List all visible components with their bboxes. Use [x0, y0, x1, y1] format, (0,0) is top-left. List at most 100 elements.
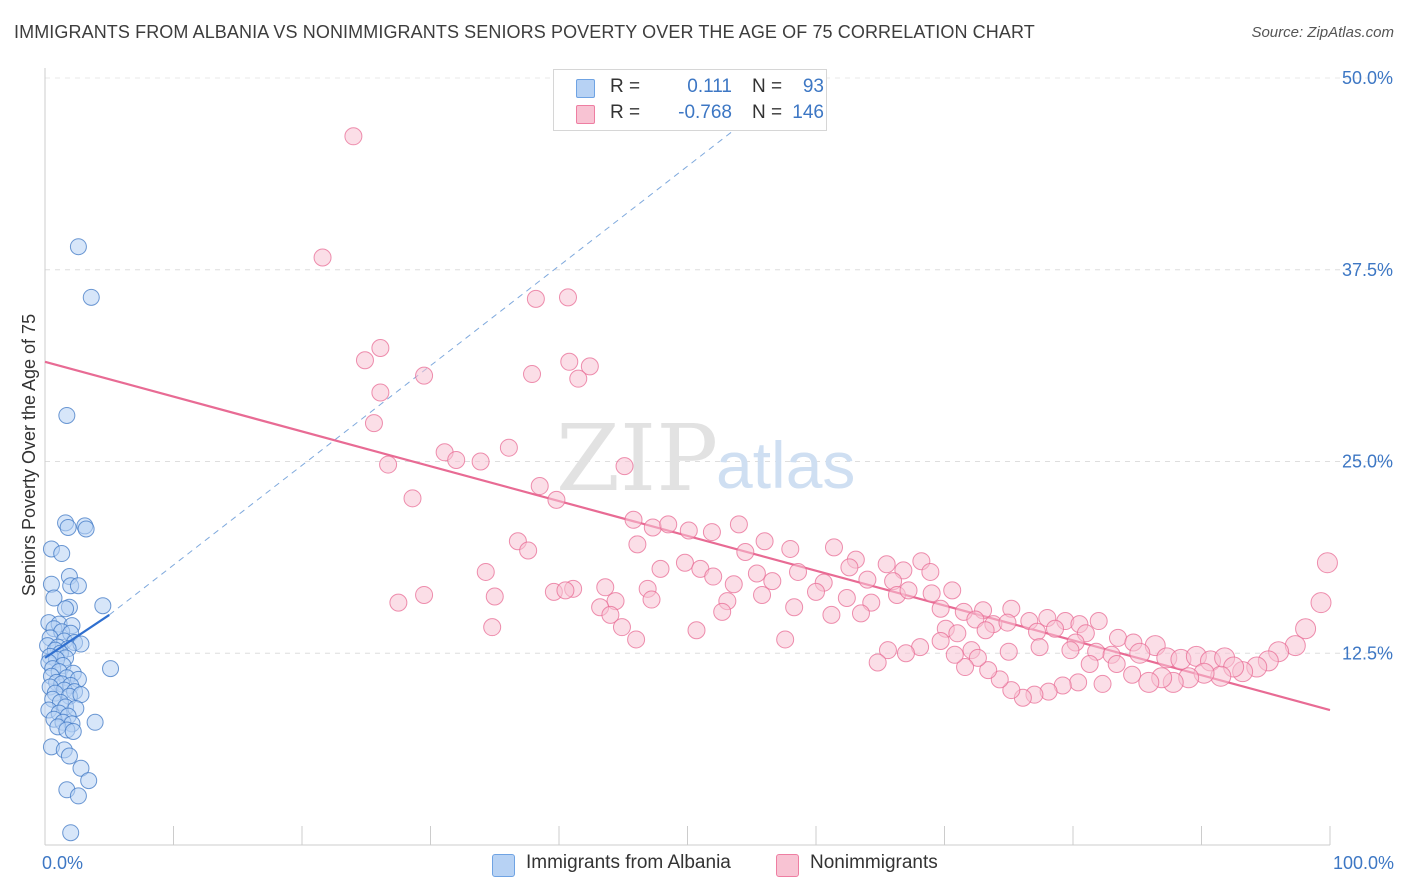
point-nonimmigrants: [642, 590, 661, 609]
point-nonimmigrants: [415, 366, 434, 385]
point-albania: [53, 545, 71, 563]
point-nonimmigrants: [736, 543, 755, 562]
point-nonimmigrants: [945, 645, 964, 664]
legend-swatch-albania: [576, 79, 595, 98]
point-nonimmigrants: [840, 558, 859, 577]
chart-title: IMMIGRANTS FROM ALBANIA VS NONIMMIGRANTS…: [14, 22, 1035, 42]
point-albania: [86, 713, 104, 731]
point-nonimmigrants: [1129, 642, 1151, 664]
point-albania: [69, 787, 87, 805]
point-nonimmigrants: [679, 521, 698, 540]
point-nonimmigrants: [763, 572, 782, 591]
point-nonimmigrants: [753, 585, 772, 604]
point-nonimmigrants: [943, 581, 962, 600]
grid-lines: [45, 77, 1395, 654]
point-nonimmigrants: [556, 581, 575, 600]
point-nonimmigrants: [1061, 641, 1080, 660]
y-tick-label: 50.0%: [1342, 68, 1393, 88]
point-albania: [94, 597, 112, 615]
point-nonimmigrants: [628, 535, 647, 554]
point-nonimmigrants: [612, 618, 631, 637]
source-label: Source: ZipAtlas.com: [1251, 24, 1394, 41]
point-nonimmigrants: [1316, 552, 1338, 574]
bottom-legend-label-nonimmigrants: Nonimmigrants: [810, 852, 938, 873]
point-nonimmigrants: [704, 567, 723, 586]
point-nonimmigrants: [569, 369, 588, 388]
y-axis-label: Seniors Poverty Over the Age of 75: [19, 314, 39, 596]
point-nonimmigrants: [702, 523, 721, 542]
point-nonimmigrants: [729, 515, 748, 534]
point-nonimmigrants: [313, 248, 332, 267]
point-nonimmigrants: [596, 578, 615, 597]
point-nonimmigrants: [1108, 628, 1127, 647]
point-nonimmigrants: [344, 127, 363, 146]
trend-line-albania-extension: [108, 115, 753, 616]
point-nonimmigrants: [896, 644, 915, 663]
point-nonimmigrants: [1310, 592, 1332, 614]
point-nonimmigrants: [523, 365, 542, 384]
point-nonimmigrants: [1030, 638, 1049, 657]
watermark-atlas: atlas: [716, 428, 855, 502]
x-tick-label-max: 100.0%: [1333, 853, 1394, 873]
bottom-legend-swatch-albania: [492, 854, 515, 877]
point-nonimmigrants: [837, 589, 856, 608]
point-nonimmigrants: [471, 452, 490, 471]
point-albania: [57, 600, 75, 618]
y-tick-label: 37.5%: [1342, 260, 1393, 280]
legend-n-value-albania: 93: [802, 76, 824, 97]
point-nonimmigrants: [724, 575, 743, 594]
legend-r-value-albania: 0.111: [687, 76, 732, 97]
point-nonimmigrants: [1123, 665, 1142, 684]
point-nonimmigrants: [824, 538, 843, 557]
point-albania: [42, 575, 60, 593]
y-tick-label: 12.5%: [1342, 643, 1393, 663]
point-albania: [69, 238, 87, 256]
point-nonimmigrants: [1107, 654, 1126, 673]
point-nonimmigrants: [747, 564, 766, 583]
point-albania: [60, 747, 78, 765]
point-nonimmigrants: [956, 658, 975, 677]
point-nonimmigrants: [519, 541, 538, 560]
series-nonimmigrants-points: [313, 127, 1338, 707]
watermark-zip: ZIP: [556, 405, 718, 512]
point-nonimmigrants: [675, 553, 694, 572]
point-nonimmigrants: [415, 585, 434, 604]
point-nonimmigrants: [601, 605, 620, 624]
point-albania: [77, 520, 95, 538]
point-nonimmigrants: [931, 631, 950, 650]
legend-swatch-nonimmigrants: [576, 105, 595, 124]
x-tick-labels: 0.0% 100.0%: [42, 853, 1394, 873]
point-nonimmigrants: [547, 490, 566, 509]
point-nonimmigrants: [1138, 671, 1160, 693]
point-albania: [45, 589, 63, 607]
legend-n-value-nonimmigrants: 146: [792, 102, 824, 123]
point-nonimmigrants: [651, 559, 670, 578]
point-nonimmigrants: [371, 338, 390, 357]
point-nonimmigrants: [1080, 654, 1099, 673]
point-nonimmigrants: [389, 593, 408, 612]
point-nonimmigrants: [998, 613, 1017, 632]
point-nonimmigrants: [1002, 681, 1021, 700]
point-nonimmigrants: [789, 562, 808, 581]
point-nonimmigrants: [931, 599, 950, 618]
point-nonimmigrants: [643, 518, 662, 537]
point-nonimmigrants: [627, 630, 646, 649]
bottom-legend-swatch-nonimmigrants: [776, 854, 799, 877]
x-tick-label-min: 0.0%: [42, 853, 83, 873]
point-nonimmigrants: [371, 383, 390, 402]
point-nonimmigrants: [483, 618, 502, 637]
point-albania: [58, 406, 76, 424]
point-nonimmigrants: [781, 539, 800, 558]
point-nonimmigrants: [530, 477, 549, 496]
point-albania: [82, 288, 100, 306]
point-nonimmigrants: [560, 352, 579, 371]
point-nonimmigrants: [447, 450, 466, 469]
point-albania: [64, 722, 82, 740]
point-nonimmigrants: [1093, 674, 1112, 693]
point-nonimmigrants: [921, 562, 940, 581]
trend-line-albania: [44, 613, 110, 659]
point-nonimmigrants: [807, 582, 825, 601]
point-nonimmigrants: [822, 605, 841, 624]
point-nonimmigrants: [580, 357, 599, 376]
point-nonimmigrants: [1089, 612, 1108, 631]
